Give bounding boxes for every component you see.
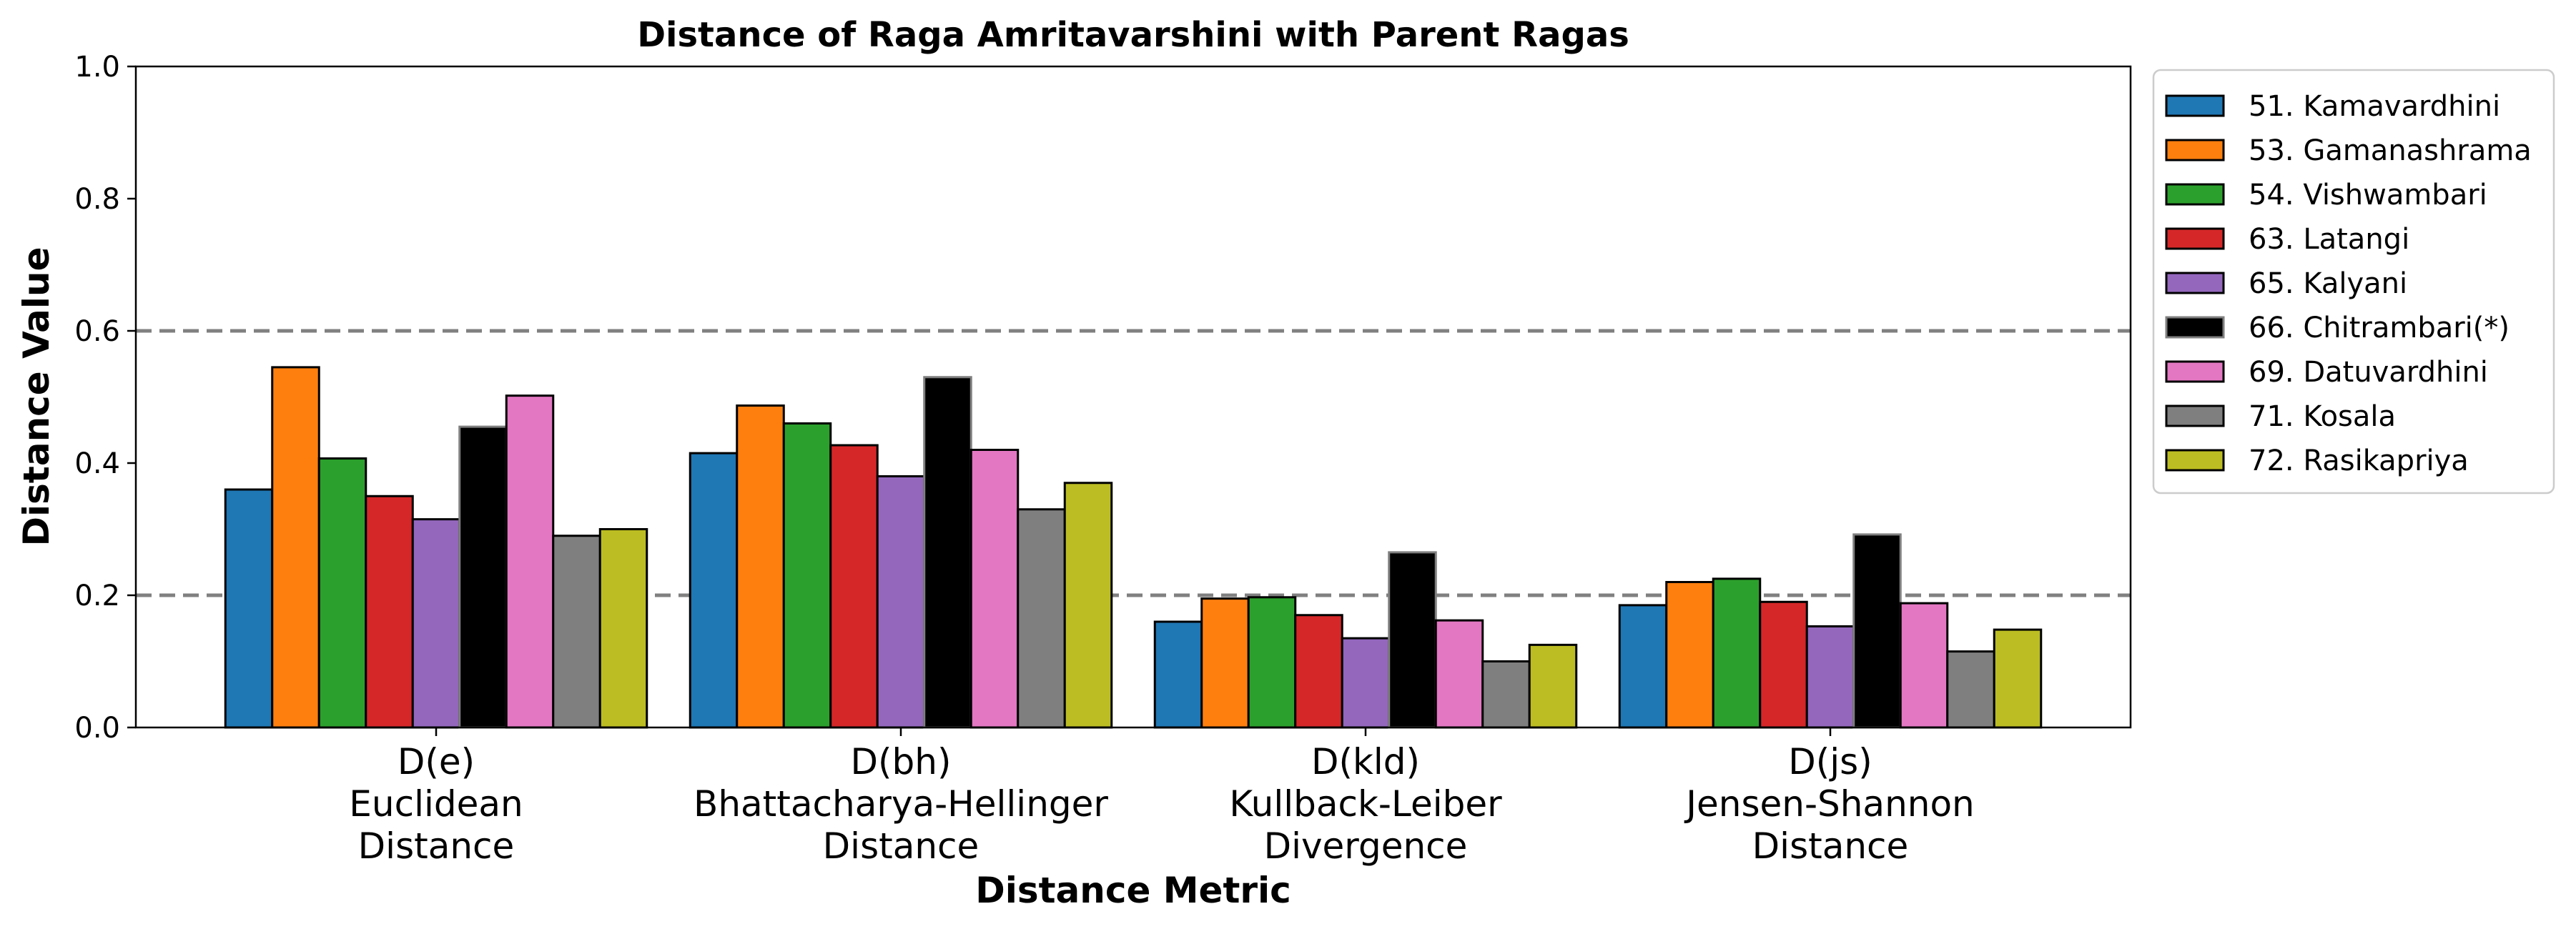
bar (411, 518, 461, 729)
legend-label: 53. Gamanashrama (2249, 134, 2532, 167)
legend-label: 51. Kamavardhini (2249, 90, 2500, 123)
bar (969, 449, 1020, 729)
y-tick-label: 0.2 (74, 580, 120, 612)
bar (1200, 597, 1250, 729)
legend-swatch (2165, 449, 2225, 472)
x-axis-title: Distance Metric (975, 870, 1291, 911)
bar (1294, 614, 1343, 729)
bar-series (317, 422, 1762, 729)
bar-series (458, 376, 1902, 729)
bar-series (365, 444, 1808, 729)
chart-title: Distance of Raga Amritavarshini with Par… (637, 15, 1629, 55)
x-tick-label-line: Distance (823, 825, 979, 867)
x-tick-label-line: Bhattacharya-Hellinger (694, 783, 1108, 825)
x-tick-label: D(kld) Kullback-Leiber Divergence (1229, 741, 1502, 867)
bar (1481, 660, 1531, 729)
x-tick-label: D(js) Jensen-Shannon Distance (1684, 741, 1974, 867)
bar (224, 488, 274, 729)
legend-swatch (2165, 183, 2225, 206)
legend-box (2152, 69, 2555, 495)
bar (1063, 482, 1113, 729)
legend-swatch (2165, 227, 2225, 250)
bar (1993, 628, 2043, 729)
bar (1434, 619, 1484, 729)
bar (689, 452, 739, 729)
y-axis: 0.0 0.2 0.4 0.6 0.8 1.0 (74, 51, 136, 745)
bar (1852, 533, 1902, 729)
bar (1665, 581, 1714, 729)
x-tick-label: D(e) Euclidean Distance (349, 741, 523, 867)
legend-swatch (2165, 404, 2225, 427)
legend-swatch (2165, 316, 2225, 339)
legend-swatch (2165, 272, 2225, 294)
bar (829, 444, 879, 729)
bar (1247, 596, 1297, 729)
bar (1388, 551, 1437, 729)
y-tick-label: 0.6 (74, 315, 120, 348)
bar (505, 394, 555, 729)
bar (552, 535, 601, 729)
legend-label: 69. Datuvardhini (2249, 356, 2488, 389)
bar (1899, 602, 1949, 729)
x-tick-label-line: Divergence (1264, 825, 1468, 867)
legend-swatch (2165, 94, 2225, 117)
bar (876, 475, 926, 729)
x-tick-label-line: D(bh) (851, 741, 952, 783)
x-tick-label-line: Distance (1752, 825, 1909, 867)
legend-label: 65. Kalyani (2249, 267, 2407, 300)
legend-swatch (2165, 360, 2225, 383)
x-tick-label-line: Euclidean (349, 783, 523, 825)
bar-series (505, 394, 1949, 729)
y-tick-label: 0.8 (74, 183, 120, 216)
x-tick-label-line: Distance (358, 825, 515, 867)
y-axis-title: Distance Value (16, 247, 57, 547)
y-tick-label: 0.0 (74, 712, 120, 745)
x-tick-label-line: D(e) (398, 741, 475, 783)
bar (1712, 577, 1762, 729)
bars (224, 366, 2043, 729)
legend-swatch (2165, 139, 2225, 162)
bar (598, 528, 648, 729)
bar (736, 404, 785, 729)
bar (1017, 508, 1066, 729)
y-tick-label: 1.0 (74, 51, 120, 84)
bar (1341, 637, 1391, 729)
bar (458, 425, 508, 729)
bar (317, 457, 367, 729)
bar (1618, 604, 1668, 729)
legend: 51. Kamavardhini 53. Gamanashrama 54. Vish… (2152, 69, 2555, 495)
legend-label: 72. Rasikapriya (2249, 444, 2469, 477)
bar (271, 366, 320, 729)
x-tick-label-line: Kullback-Leiber (1229, 783, 1502, 825)
legend-label: 71. Kosala (2249, 400, 2396, 433)
bar-series (411, 475, 1855, 729)
bar (782, 422, 832, 729)
bar (1153, 620, 1203, 729)
legend-label: 54. Vishwambari (2249, 179, 2487, 212)
bar (1805, 625, 1855, 729)
legend-label: 66. Chitrambari(*) (2249, 312, 2510, 344)
bar (1528, 643, 1578, 729)
x-tick-label-line: D(kld) (1311, 741, 1420, 783)
plot-frame (134, 65, 2132, 729)
legend-label: 63. Latangi (2249, 223, 2409, 256)
bar (1759, 600, 1808, 729)
x-tick-label: D(bh) Bhattacharya-Hellinger Distance (694, 741, 1108, 867)
y-tick-label: 0.4 (74, 447, 120, 480)
bar (923, 376, 972, 729)
bar (1946, 650, 1995, 729)
bar (365, 495, 414, 729)
x-tick-label-line: D(js) (1788, 741, 1872, 783)
x-tick-label-line: Jensen-Shannon (1684, 783, 1974, 825)
